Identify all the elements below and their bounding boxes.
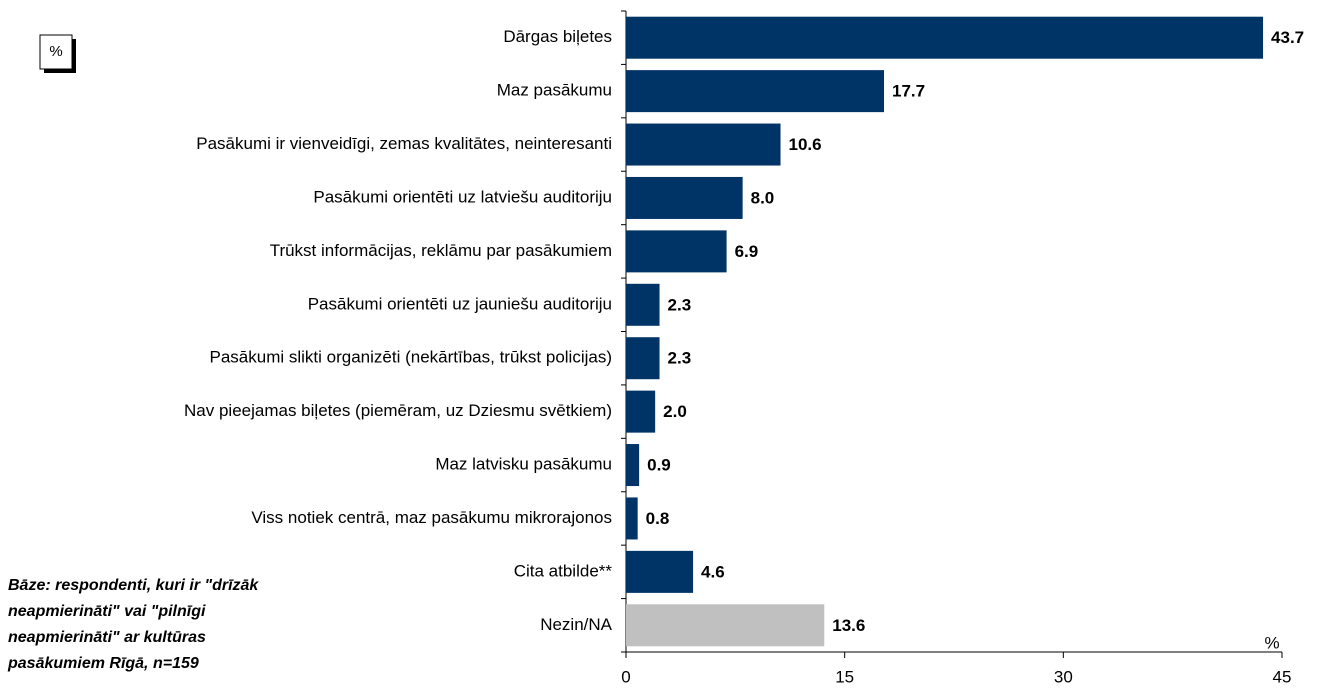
y-tick-label: Maz latvisku pasākumu [435,455,612,474]
unit-box [39,34,73,70]
value-label: 4.6 [701,562,725,581]
note-line: neapmierināti" ar kultūras [8,629,206,646]
bar [626,444,640,487]
y-tick-label: Pasākumi orientēti uz latviešu auditorij… [313,187,612,206]
x-tick-label: 0 [621,667,630,686]
value-label: 2.0 [663,402,687,421]
value-label: 43.7 [1271,28,1304,47]
x-tick-label: 15 [835,667,854,686]
value-label: 2.3 [668,349,692,368]
bar [626,283,660,326]
bar [626,337,660,380]
value-label: 13.6 [832,616,865,635]
x-tick-label: 45 [1273,667,1292,686]
y-tick-label: Pasākumi orientēti uz jauniešu auditorij… [308,294,612,313]
bar [626,604,825,647]
note-line: Bāze: respondenti, kuri ir "drīzāk [8,577,259,594]
value-label: 6.9 [735,242,759,261]
note-line: neapmierināti" vai "pilnīgi [8,603,206,620]
y-tick-label: Viss notiek centrā, maz pasākumu mikrora… [251,508,612,527]
value-label: 10.6 [789,135,822,154]
unit-box-label: % [49,43,62,60]
value-label: 0.8 [646,509,670,528]
value-label: 8.0 [751,188,775,207]
y-tick-label: Pasākumi ir vienveidīgi, zemas kvalitāte… [196,134,612,153]
y-tick-label: Pasākumi slikti organizēti (nekārtības, … [210,348,612,367]
x-tick-label: 30 [1054,667,1073,686]
value-label: 2.3 [668,295,692,314]
y-tick-label: Maz pasākumu [497,81,612,100]
bar [626,550,694,593]
bar [626,230,727,273]
y-tick-label: Dārgas biļetes [503,27,612,46]
value-label: 17.7 [892,82,925,101]
bar [626,123,781,166]
bar [626,497,638,540]
bar [626,390,656,433]
y-tick-label: Trūkst informācijas, reklāmu par pasākum… [270,241,612,260]
y-tick-label: Nezin/NA [540,615,612,634]
note: Bāze: respondenti, kuri ir "drīzāk neapmi… [7,577,259,672]
y-tick-label: Cita atbilde** [514,561,613,580]
value-label: 0.9 [647,456,671,475]
y-tick-label: Nav pieejamas biļetes (piemēram, uz Dzie… [184,401,612,420]
bar [626,176,743,219]
bar [626,16,1264,59]
note-line: pasākumiem Rīgā, n=159 [7,655,199,672]
bar [626,70,885,113]
x-axis-label: % [1264,633,1279,652]
